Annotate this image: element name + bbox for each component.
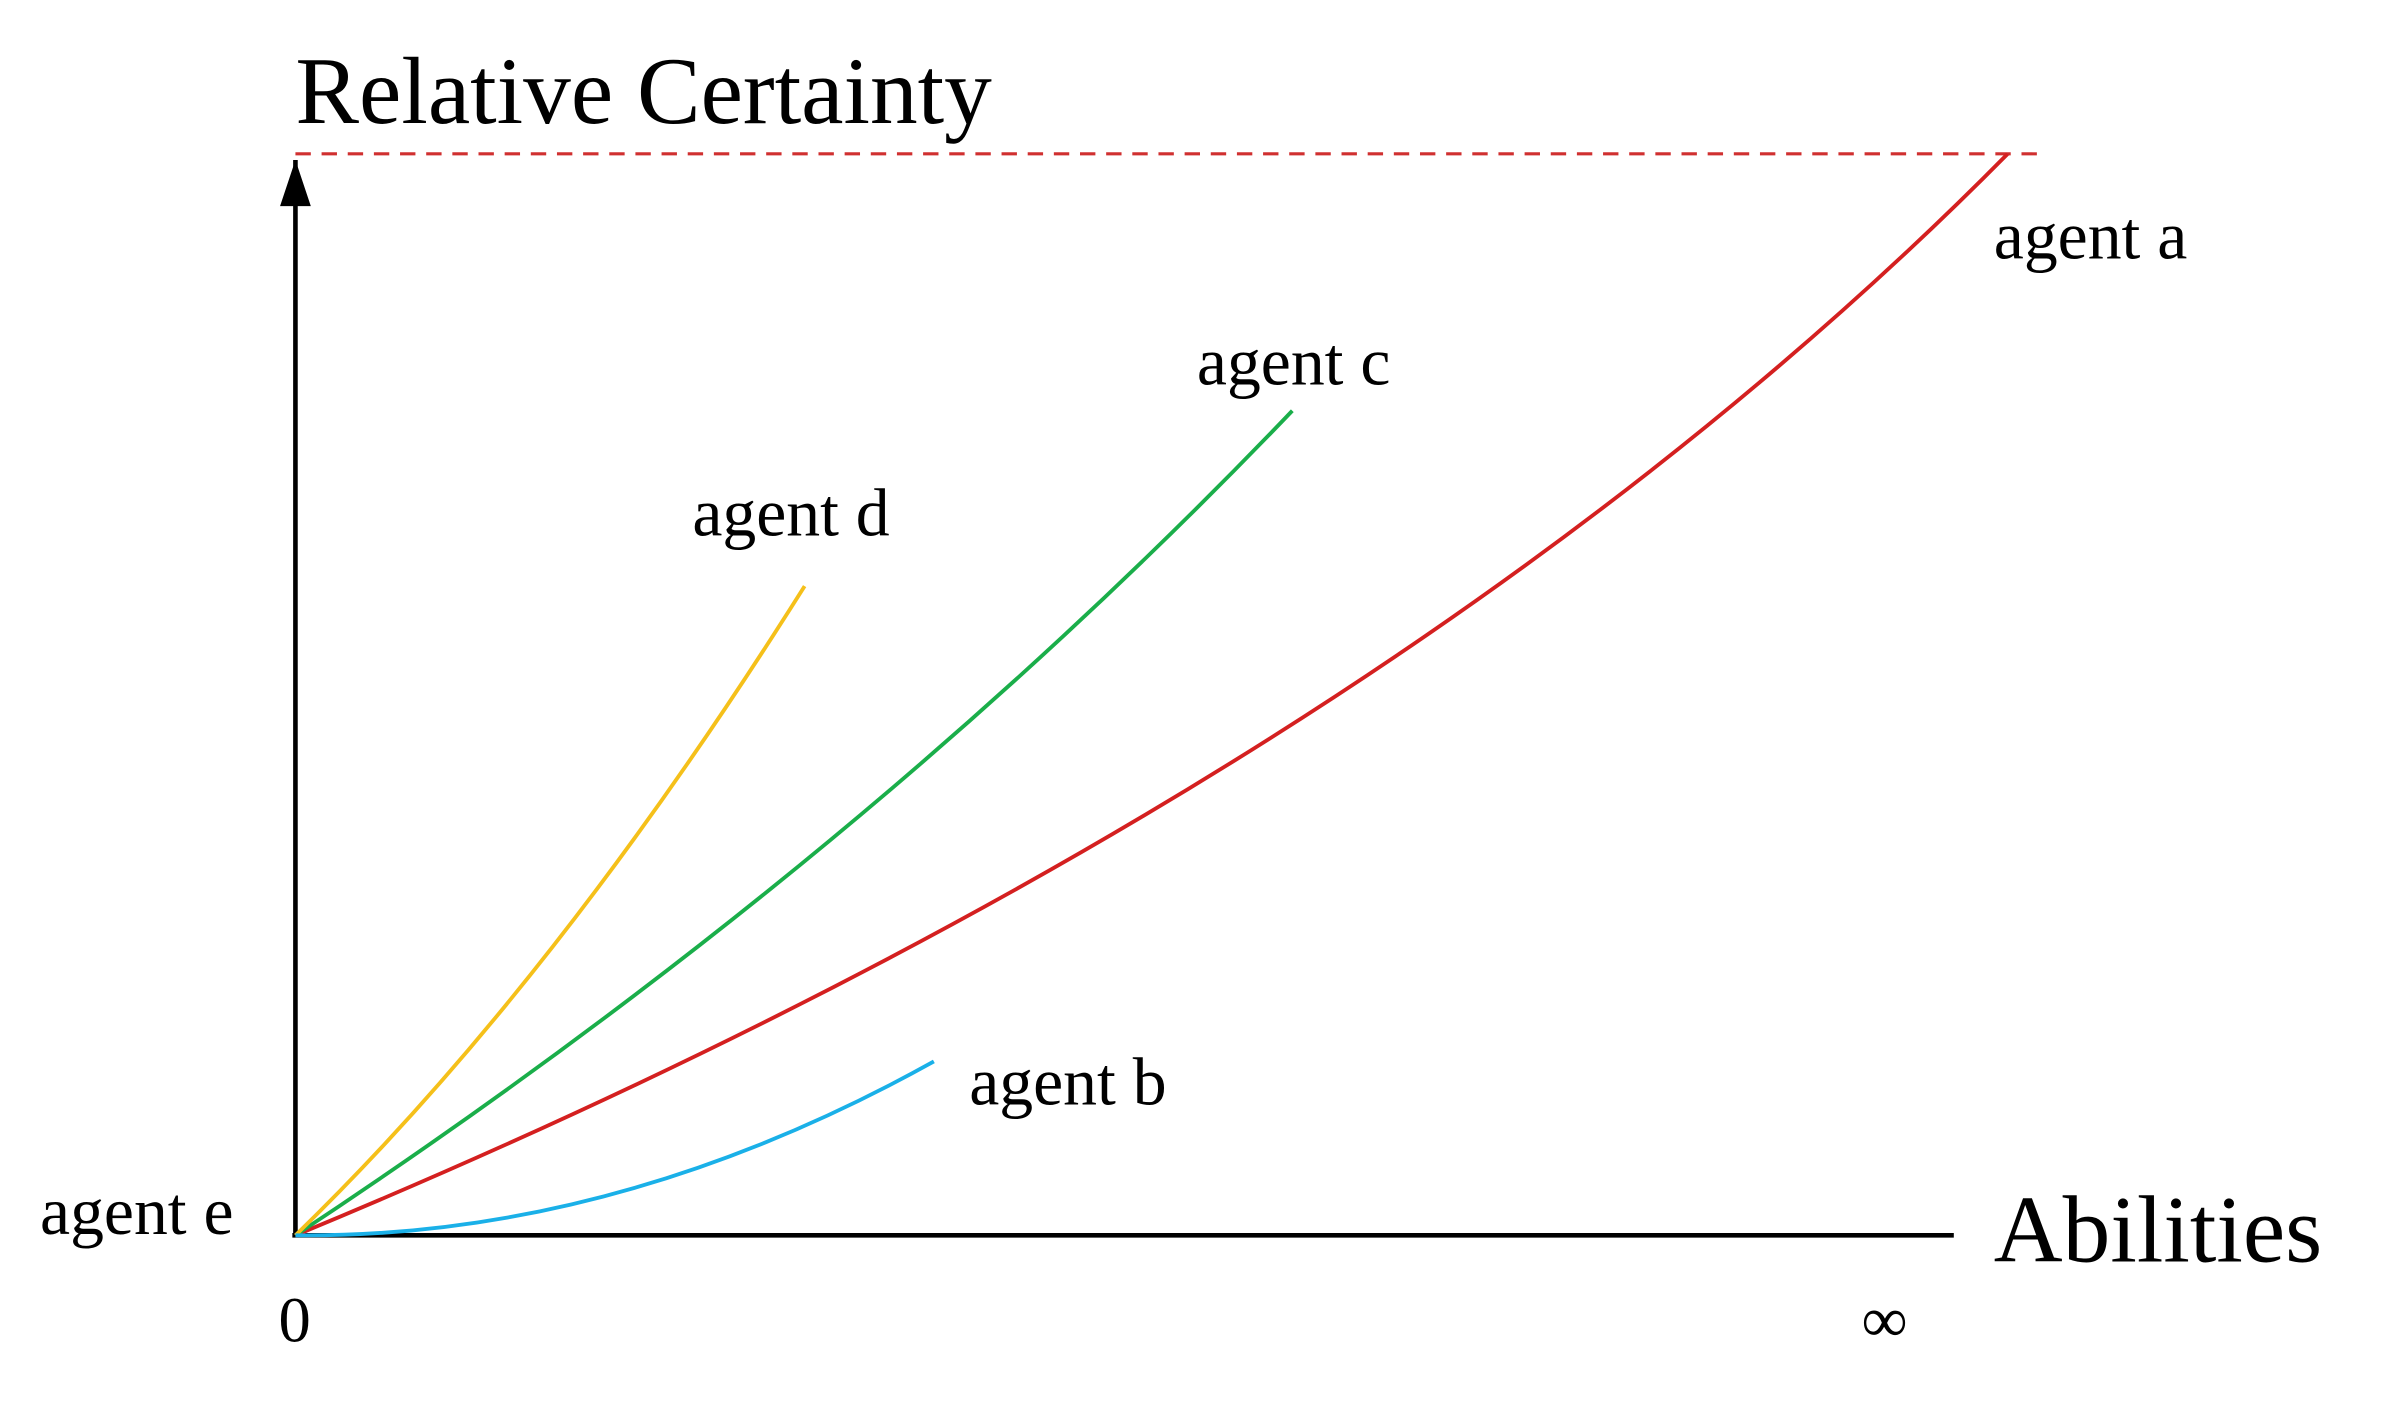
x-axis-end: ∞ — [1862, 1283, 1908, 1355]
curve-agent-a — [294, 152, 2010, 1238]
y-axis-arrow — [280, 159, 311, 207]
x-axis-label: Abilities — [1994, 1176, 2322, 1282]
agent-label: agent e — [40, 1174, 234, 1249]
agent-label: agent b — [969, 1045, 1166, 1120]
curve-agent-c — [294, 409, 1294, 1237]
agent-label: agent c — [1197, 325, 1391, 400]
agent-label: agent a — [1994, 198, 2188, 273]
curve-agent-b — [295, 1059, 935, 1238]
agent-label: agent d — [692, 475, 889, 550]
y-axis-label: Relative Certainty — [295, 38, 992, 144]
curve-agent-d — [294, 585, 807, 1237]
x-axis-start: 0 — [279, 1283, 311, 1355]
